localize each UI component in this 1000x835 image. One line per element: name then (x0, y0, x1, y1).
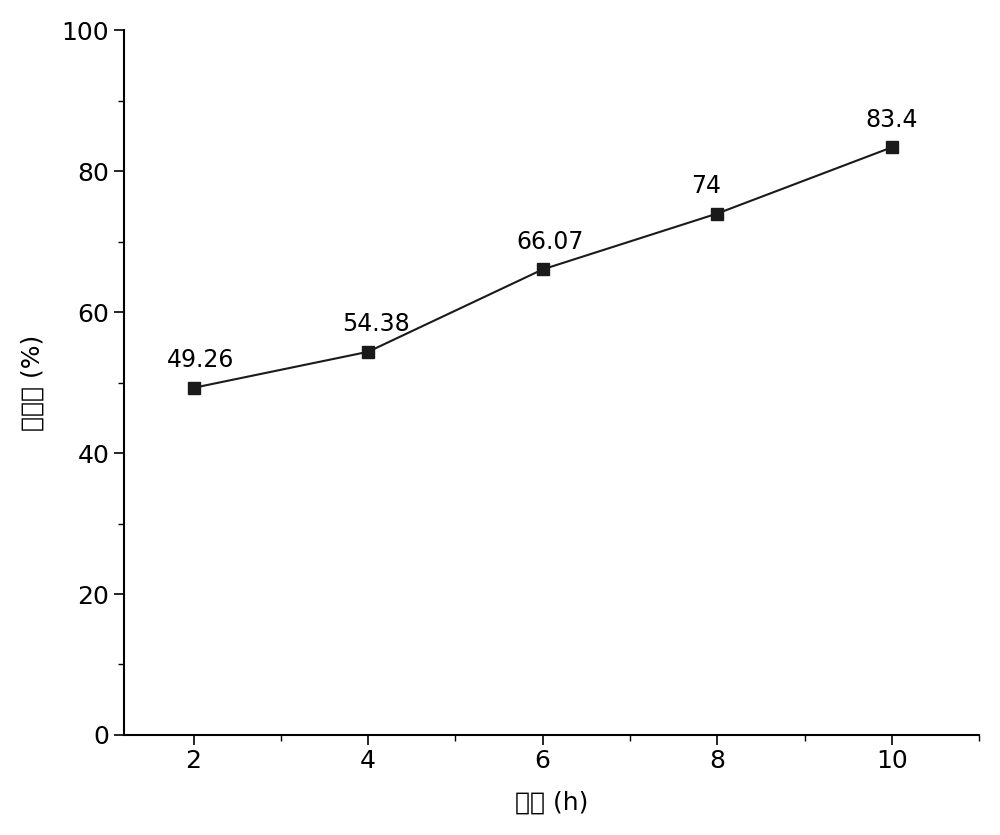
Y-axis label: 降解率 (%): 降解率 (%) (21, 335, 45, 431)
Text: 83.4: 83.4 (866, 108, 918, 132)
X-axis label: 时间 (h): 时间 (h) (515, 790, 588, 814)
Text: 49.26: 49.26 (167, 348, 235, 372)
Text: 54.38: 54.38 (342, 312, 410, 337)
Text: 74: 74 (691, 174, 721, 198)
Text: 66.07: 66.07 (517, 230, 584, 254)
